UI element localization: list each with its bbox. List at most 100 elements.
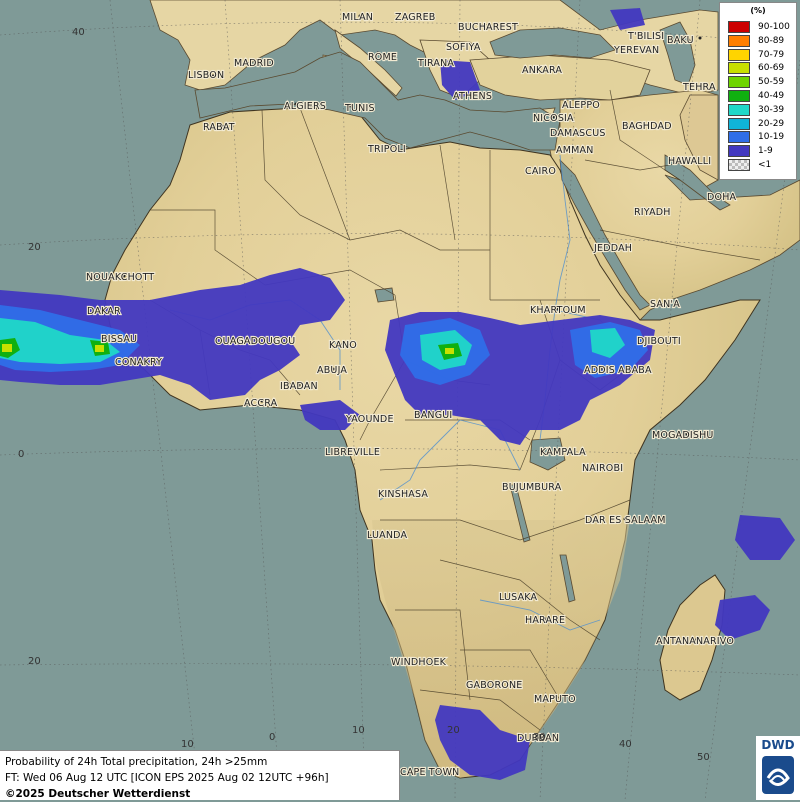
legend-swatch — [728, 159, 750, 171]
city-label: RABAT — [203, 122, 235, 133]
dwd-logo: DWD — [756, 736, 800, 800]
city-label: TUNIS — [344, 103, 375, 114]
city-label: GABORONE — [466, 680, 522, 691]
lon-label: 30 — [533, 732, 546, 743]
lon-label: 10 — [181, 739, 194, 750]
city-label: OUAGADOUGOU — [215, 336, 295, 347]
city-label: LUSAKA — [499, 592, 538, 603]
city-label: BISSAU — [101, 334, 137, 345]
legend-swatch — [728, 131, 750, 144]
city-markers — [96, 14, 717, 773]
italy — [334, 29, 403, 97]
city-label: AMMAN — [556, 145, 594, 156]
city-label: BAKU — [667, 35, 694, 46]
city-label: MAPUTO — [534, 694, 576, 705]
city-label: DURBAN — [517, 733, 559, 744]
red-sea — [559, 158, 651, 311]
city-label: SOFIYA — [446, 42, 481, 53]
lon-label: 10 — [352, 725, 365, 736]
city-label: MADRID — [234, 58, 274, 69]
mediterranean — [194, 51, 561, 151]
city-label: ATHENS — [453, 91, 492, 102]
lat-label: 40 — [72, 27, 85, 38]
coordinate-labels: 40 20 0 20 10 0 10 20 30 40 50 — [18, 27, 710, 763]
legend-label: <1 — [758, 160, 772, 170]
city-label: NICOSIA — [533, 113, 574, 124]
lat-label: 0 — [18, 449, 24, 460]
legend-label: 30-39 — [758, 104, 785, 115]
city-label: YAOUNDE — [345, 414, 394, 425]
city-label: LISBON — [188, 70, 224, 81]
legend-swatch — [728, 90, 750, 102]
iran — [679, 94, 719, 181]
legend-swatch — [728, 103, 750, 116]
legend-swatch — [728, 34, 750, 47]
city-label: YEREVAN — [613, 45, 659, 56]
legend-swatch — [728, 145, 750, 158]
city-label: LIBREVILLE — [325, 447, 380, 458]
city-label: ADDIS ABABA — [584, 365, 652, 376]
legend-unit: (%) — [750, 6, 766, 15]
city-label: JEDDAH — [593, 243, 632, 254]
city-label: LUANDA — [367, 530, 408, 541]
city-label: KAMPALA — [540, 447, 586, 458]
info-box: Probability of 24h Total precipitation, … — [0, 750, 400, 800]
city-label: ROME — [368, 52, 397, 63]
city-label: SAN'A — [650, 299, 680, 310]
city-label: RIYADH — [634, 207, 671, 218]
city-label: KHARTOUM — [530, 305, 586, 316]
legend-swatch — [728, 21, 750, 33]
city-label: CAPE TOWN — [400, 767, 459, 778]
legend-swatch — [728, 76, 750, 89]
city-label: T'BILISI — [627, 31, 664, 42]
legend-label: 70-79 — [758, 49, 785, 60]
legend-label: 90-100 — [758, 22, 790, 32]
city-label: ACCRA — [244, 398, 278, 409]
city-label: DAR ES SALAAM — [585, 515, 666, 526]
city-label: CONAKRY — [115, 357, 162, 368]
forecast-time: FT: Wed 06 Aug 12 UTC [ICON EPS 2025 Aug… — [5, 772, 329, 784]
precip-60-69 — [2, 344, 454, 354]
city-label: TRIPOLI — [367, 144, 406, 155]
legend: (%) 90-100 80-89 70-79 60-69 50-59 40-49 30-39… — [719, 2, 797, 180]
precip-20-39 — [0, 318, 625, 370]
legend-label: 1-9 — [758, 146, 773, 157]
city-label: DAKAR — [87, 306, 121, 317]
city-label: DOHA — [707, 192, 737, 203]
legend-label: 20-29 — [758, 118, 785, 129]
lon-label: 20 — [447, 725, 460, 736]
city-label: NAIROBI — [582, 463, 623, 474]
city-label: ZAGREB — [395, 12, 436, 23]
city-label: KINSHASA — [378, 489, 428, 500]
lake-victoria — [529, 437, 566, 471]
lat-label: 20 — [28, 656, 41, 667]
city-label: ANKARA — [522, 65, 562, 76]
city-label: HAWALLI — [668, 156, 711, 167]
lake-chad — [374, 287, 395, 303]
city-label: BUCHAREST — [458, 22, 518, 33]
city-label: BAGHDAD — [622, 121, 672, 132]
city-label: IBADAN — [280, 381, 318, 392]
lat-label: 20 — [28, 242, 41, 253]
legend-label: 10-19 — [758, 132, 785, 143]
city-label: TIRANA — [417, 58, 454, 69]
city-label: ANTANANARIVO — [656, 636, 734, 647]
city-label: BUJUMBURA — [502, 482, 562, 493]
black-sea — [489, 27, 616, 59]
madagascar — [659, 574, 726, 701]
city-label: HARARE — [525, 615, 565, 626]
lon-label: 50 — [697, 752, 710, 763]
city-label: DAMASCUS — [550, 128, 606, 139]
city-label: ALGIERS — [284, 101, 326, 112]
legend-label: 60-69 — [758, 63, 785, 74]
city-label: TEHRA — [682, 82, 716, 93]
legend-label: 50-59 — [758, 77, 785, 88]
legend-swatch — [728, 48, 750, 61]
legend-label: 80-89 — [758, 35, 785, 46]
city-label: WINDHOEK — [391, 657, 447, 668]
copyright: ©2025 Deutscher Wetterdienst — [5, 788, 191, 800]
city-label: MILAN — [342, 12, 373, 23]
city-labels: MILAN ZAGREB BUCHAREST ROME SOFIYA T'BIL… — [85, 11, 738, 779]
